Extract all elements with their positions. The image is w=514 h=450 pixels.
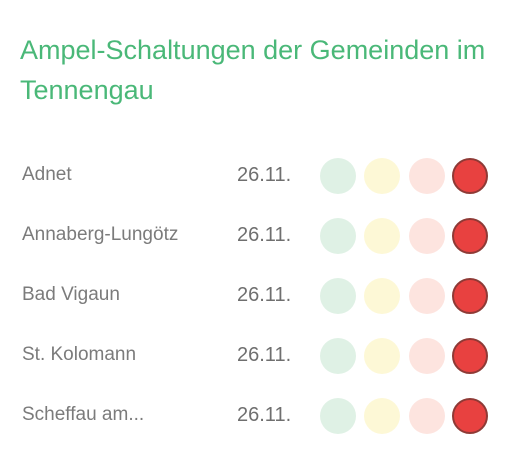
list-item: Adnet 26.11. [0,148,514,208]
date-label: 26.11. [237,284,292,306]
green-light-icon [320,158,356,194]
list-item: Bad Vigaun 26.11. [0,268,514,328]
red-light-icon [452,218,488,254]
orange-light-icon [409,338,445,374]
municipality-list: Adnet 26.11. Annaberg-Lungötz 26.11. Bad… [0,148,514,448]
page-title: Ampel-Schaltungen der Gemeinden im Tenne… [20,35,486,105]
orange-light-icon [409,158,445,194]
red-light-icon [452,278,488,314]
red-light-icon [452,158,488,194]
green-light-icon [320,278,356,314]
yellow-light-icon [364,338,400,374]
municipality-name: Adnet [22,164,72,185]
date-label: 26.11. [237,344,292,366]
list-item: Annaberg-Lungötz 26.11. [0,208,514,268]
date-label: 26.11. [237,164,292,186]
orange-light-icon [409,278,445,314]
yellow-light-icon [364,278,400,314]
red-light-icon [452,338,488,374]
orange-light-icon [409,398,445,434]
yellow-light-icon [364,218,400,254]
red-light-icon [452,398,488,434]
date-label: 26.11. [237,224,292,246]
green-light-icon [320,218,356,254]
municipality-name: Scheffau am... [22,404,145,425]
orange-light-icon [409,218,445,254]
municipality-name: Bad Vigaun [22,284,120,305]
green-light-icon [320,338,356,374]
list-item: St. Kolomann 26.11. [0,328,514,388]
green-light-icon [320,398,356,434]
yellow-light-icon [364,158,400,194]
municipality-name: Annaberg-Lungötz [22,224,179,245]
date-label: 26.11. [237,404,292,426]
yellow-light-icon [364,398,400,434]
municipality-name: St. Kolomann [22,344,137,365]
list-item: Scheffau am... 26.11. [0,388,514,448]
